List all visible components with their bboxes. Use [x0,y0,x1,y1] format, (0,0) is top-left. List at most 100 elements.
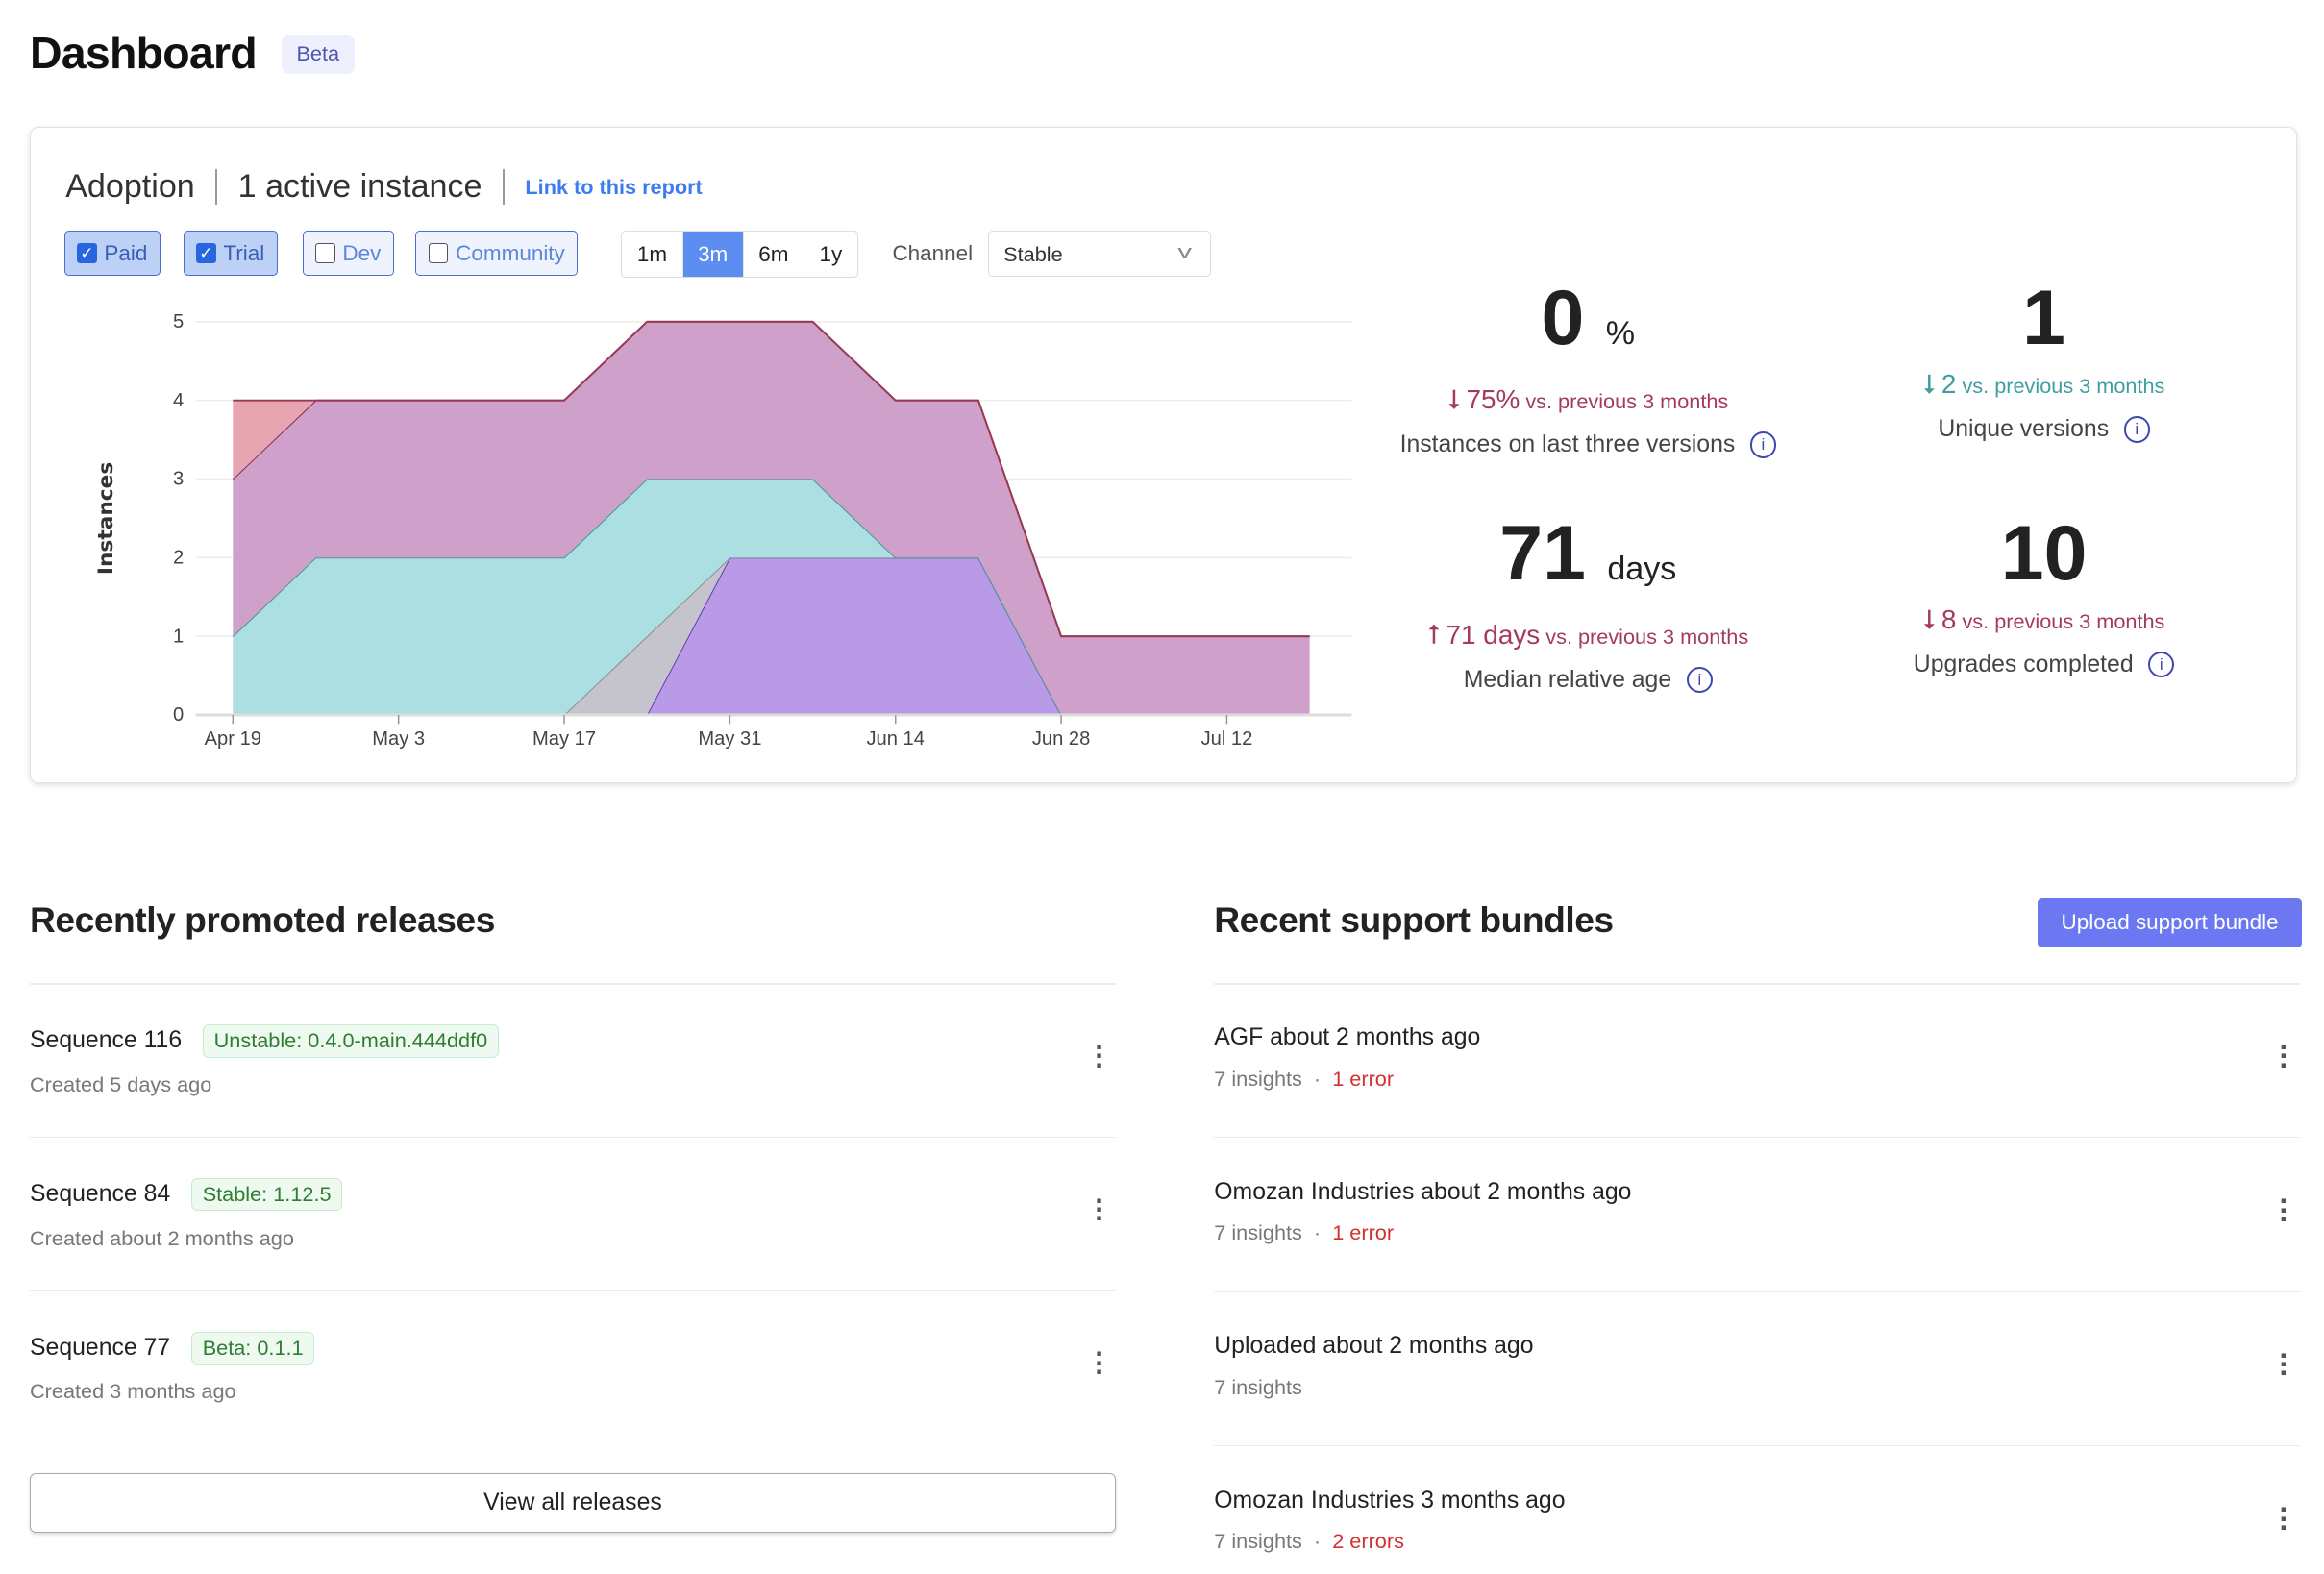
upload-support-bundle-button[interactable]: Upload support bundle [2038,898,2302,947]
release-created: Created 5 days ago [30,1072,212,1097]
stat-label-text: Upgrades completed [1913,651,2134,677]
release-name: Sequence 84 [30,1181,171,1208]
bundle-insights: 7 insights [1214,1374,1302,1399]
stat-comparison: ⭡ 71 days vs. previous 3 months [1365,620,1812,652]
info-icon[interactable]: i [2148,652,2175,678]
stat-number: 0 [1541,275,1585,362]
range-6m[interactable]: 6m [744,232,804,277]
beta-badge: Beta [281,34,355,75]
filter-label: Paid [104,240,148,265]
filter-trial[interactable]: ✓ Trial [183,231,278,276]
stat-comparison: ⭣ 2 vs. previous 3 months [1820,369,2267,401]
stat-card: 71 days ⭡ 71 days vs. previous 3 months … [1365,512,1812,694]
release-name: Sequence 116 [30,1027,183,1054]
y-tick-label: 2 [172,548,183,569]
y-tick-label: 5 [172,311,183,332]
release-channel-tag: Unstable: 0.4.0-main.444ddf0 [202,1024,500,1058]
support-bundle-item[interactable]: AGF about 2 months ago 7 insights · 1 er… [1214,1024,2289,1091]
x-tick-label: May 3 [372,728,425,750]
checkbox-checked-icon[interactable]: ✓ [77,243,97,263]
more-options-icon[interactable]: · · · [2279,1029,2289,1082]
more-options-icon[interactable]: · · · [2279,1338,2289,1390]
more-options-icon[interactable]: · · · [2279,1184,2289,1236]
bundle-errors: 1 error [1332,1066,1395,1091]
info-icon[interactable]: i [2123,416,2150,443]
adoption-title: Adoption [65,168,195,206]
time-range-selector: 1m 3m 6m 1y [621,231,858,278]
more-options-icon[interactable]: · · · [1095,1337,1105,1389]
stat-comparison-text: vs. previous 3 months [1962,609,2165,634]
area-series-3 [232,321,1310,715]
range-1m[interactable]: 1m [622,232,683,277]
bundle-name: Omozan Industries about 2 months ago [1214,1178,1632,1205]
stat-delta: 71 days [1446,620,1541,651]
stat-label: Upgrades completed i [1820,652,2267,678]
filter-dev[interactable]: Dev [302,231,394,276]
release-item[interactable]: Sequence 116 Unstable: 0.4.0-main.444ddf0… [30,1024,1116,1097]
bundle-insights: 7 insights [1214,1529,1302,1554]
bundle-name: Omozan Industries 3 months ago [1214,1487,1566,1513]
adoption-card [30,126,2298,784]
support-bundle-item[interactable]: Omozan Industries 3 months ago 7 insight… [1214,1487,2289,1554]
x-tick-label: May 31 [698,728,761,750]
stat-card: 1 ⭣ 2 vs. previous 3 months Unique versi… [1820,277,2267,443]
release-channel-tag: Stable: 1.12.5 [190,1178,343,1212]
divider [1214,1136,2301,1139]
more-options-icon[interactable]: · · · [2279,1492,2289,1544]
y-tick-label: 3 [172,469,183,490]
checkbox-checked-icon[interactable]: ✓ [196,243,216,263]
report-link[interactable]: Link to this report [525,174,703,199]
filter-community[interactable]: Community [415,231,579,276]
stat-value: 0 % [1365,277,1812,376]
chevron-down-icon: v [1177,240,1193,261]
channel-select[interactable]: Stable v [987,231,1212,278]
stat-label-text: Unique versions [1938,415,2110,442]
more-options-icon[interactable]: · · · [1095,1183,1105,1236]
info-icon[interactable]: i [1686,667,1713,694]
x-tick-label: May 17 [532,728,595,750]
stat-number: 1 [2022,275,2065,362]
support-bundle-item[interactable]: Omozan Industries about 2 months ago 7 i… [1214,1178,2289,1245]
x-tick-label: Jul 12 [1200,728,1252,750]
stat-value: 10 [1820,512,2267,596]
more-options-icon[interactable]: · · · [1095,1029,1105,1082]
support-bundle-item[interactable]: Uploaded about 2 months ago 7 insights ·… [1214,1333,2300,1400]
info-icon[interactable]: i [1749,431,1777,458]
bundle-errors: 1 error [1332,1220,1395,1245]
arrow-down-icon: ⭣ [1922,369,1936,400]
release-item[interactable]: Sequence 84 Stable: 1.12.5 Created about … [30,1178,1116,1251]
stat-delta: 2 [1941,369,1957,400]
bundle-insights: 7 insights [1214,1066,1302,1091]
active-instance-count: 1 active instance [237,168,482,206]
release-item[interactable]: Sequence 77 Beta: 0.1.1 Created 3 months … [30,1331,1116,1405]
range-1y[interactable]: 1y [819,241,843,266]
view-all-releases-button[interactable]: View all releases [30,1472,1116,1533]
stat-comparison-text: vs. previous 3 months [1545,625,1749,650]
filter-label: Community [456,240,565,265]
divider [215,169,217,206]
checkbox-unchecked-icon[interactable] [315,243,335,263]
divider [503,169,505,206]
release-created: Created 3 months ago [30,1379,236,1404]
filter-paid[interactable]: ✓ Paid [63,231,161,276]
stat-label-text: Instances on last three versions [1399,430,1736,457]
stat-card: 0 % ⭣ 75% vs. previous 3 months Instance… [1365,277,1812,458]
release-created: Created about 2 months ago [30,1225,294,1250]
checkbox-unchecked-icon[interactable] [428,243,449,263]
arrow-down-icon: ⭣ [1447,384,1461,415]
bundle-name: AGF about 2 months ago [1214,1024,1481,1051]
series-line-4 [232,320,1310,638]
stat-delta: 8 [1941,604,1957,635]
releases-title: Recently promoted releases [30,899,495,941]
y-tick-label: 0 [172,704,183,726]
stat-label: Unique versions i [1820,416,2267,443]
stat-number: 71 [1499,510,1586,598]
stat-value: 71 days [1365,512,1812,611]
stat-value: 1 [1820,277,2267,360]
stat-number: 10 [2000,510,2088,598]
bundle-insights: 7 insights [1214,1220,1302,1245]
range-3m[interactable]: 3m [682,232,744,277]
y-axis-label: Instances [93,462,117,575]
arrow-down-icon: ⭣ [1922,604,1936,635]
stat-comparison: ⭣ 75% vs. previous 3 months [1365,384,1812,416]
